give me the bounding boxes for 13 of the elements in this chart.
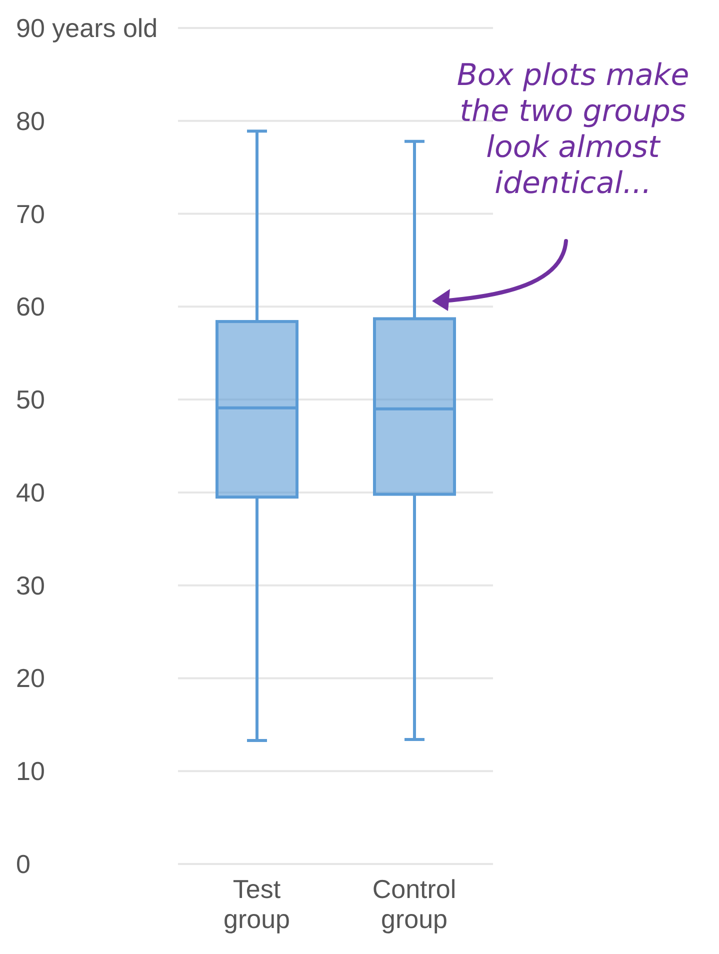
y-tick-label: 90 years old — [16, 13, 158, 43]
y-tick-label: 20 — [16, 663, 45, 694]
y-tick-label: 40 — [16, 477, 45, 508]
y-tick-label: 0 — [16, 849, 30, 879]
y-tick-label: 60 — [16, 292, 45, 322]
y-tick-label: 70 — [16, 198, 45, 229]
y-tick-label: 10 — [16, 756, 45, 786]
y-tick-label: 80 — [16, 106, 45, 136]
annotation: Box plots make the two groups look almost identical... — [456, 58, 690, 202]
y-tick-label: 50 — [16, 384, 45, 415]
x-tick-label: Control group — [372, 874, 456, 934]
x-tick-label: Test group — [224, 874, 290, 934]
y-tick-label: 30 — [16, 570, 45, 600]
